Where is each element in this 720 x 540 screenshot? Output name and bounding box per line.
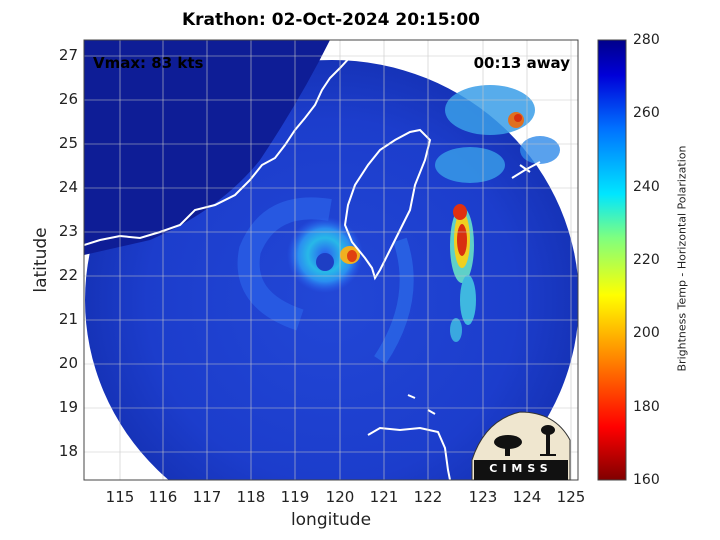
x-axis-label: longitude [290,510,372,530]
colorbar-label: Brightness Temp - Horizontal Polarizatio… [675,145,689,372]
y-tick: 19 [58,398,78,416]
time-away-label: 00:13 away [473,54,570,72]
luzon-coastline [367,426,451,480]
x-tick: 118 [236,488,266,506]
logo-text: CIMSS [489,462,553,475]
map-plot-area [84,40,578,480]
x-tick: 119 [280,488,310,506]
china-coastline [84,40,359,246]
taiwan-coastline [343,128,432,281]
colorbar-tick: 280 [633,32,660,48]
x-tick: 115 [105,488,135,506]
typhoon-eye [316,253,334,271]
colorbar-tick: 200 [633,325,660,341]
y-tick: 25 [58,134,78,152]
vmax-label: Vmax: 83 kts [93,54,204,72]
y-tick: 21 [58,310,78,328]
colorbar-tick: 220 [633,252,660,268]
y-tick: 18 [58,442,78,460]
y-tick: 26 [58,90,78,108]
y-tick: 23 [58,222,78,240]
y-tick: 20 [58,354,78,372]
cimss-logo [471,411,571,481]
x-tick: 125 [556,488,586,506]
y-tick: 22 [58,266,78,284]
colorbar-tick: 160 [633,472,660,488]
gridlines [84,40,578,480]
x-tick: 122 [413,488,443,506]
spiral-band-outer [374,237,414,364]
x-tick: 117 [192,488,222,506]
y-tick: 24 [58,178,78,196]
colorbar-tick: 240 [633,179,660,195]
x-tick: 121 [369,488,399,506]
x-tick: 116 [148,488,178,506]
x-tick: 123 [468,488,498,506]
plot-frame [83,39,579,481]
colorbar-tick: 260 [633,105,660,121]
x-tick: 120 [325,488,355,506]
y-axis-label: latitude [31,227,51,293]
spiral-band [237,197,332,331]
colorbar-tick: 180 [633,399,660,415]
map-title: Krathon: 02-Oct-2024 20:15:00 [182,10,480,30]
y-tick: 27 [58,46,78,64]
coastlines [84,40,541,480]
x-tick: 124 [512,488,542,506]
colorbar [597,39,627,481]
